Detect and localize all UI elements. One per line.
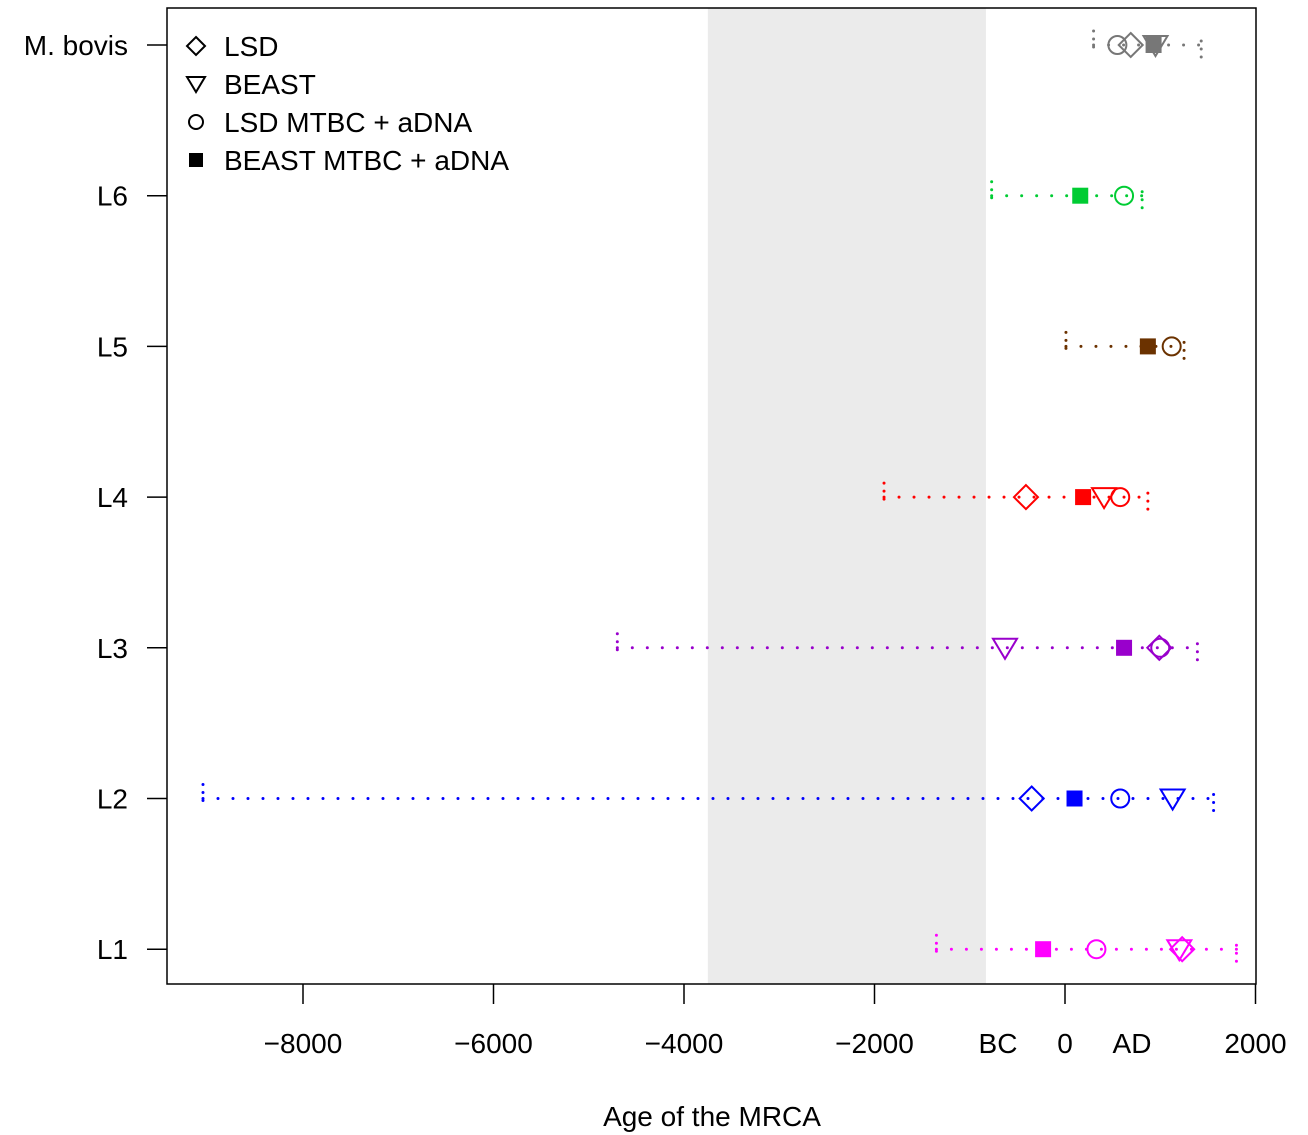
point-beast-l4 [1090,487,1118,511]
legend-symbol [185,76,207,94]
x-tick-label: 0 [1057,1028,1073,1059]
legend-label: LSD MTBC + aDNA [224,107,472,138]
y-tick-label-l6: L6 [97,181,128,212]
point-lsd-adna-l1 [1086,939,1107,960]
legend-label: BEAST MTBC + aDNA [224,145,509,176]
y-tick-label-l5: L5 [97,331,128,362]
y-tick-label-l4: L4 [97,482,128,513]
legend-item-beast: BEAST [185,69,316,100]
point-beast-adna-l5 [1139,338,1156,355]
confidence-interval-layer [201,29,1238,965]
x-axis-label: Age of the MRCA [603,1101,821,1132]
x-tick-label: −6000 [454,1028,533,1059]
points-l3 [991,634,1173,662]
point-beast-l3 [991,637,1019,661]
points-l4 [1012,483,1131,511]
y-tick-label-l1: L1 [97,934,128,965]
point-beast-adna-l3 [1116,639,1133,656]
point-lsd-adna-l6 [1114,185,1135,206]
point-beast-l1 [1165,939,1194,963]
points-l6 [1072,185,1135,206]
point-lsd-l1 [1168,935,1196,963]
legend-label: BEAST [224,69,316,100]
plot-frame [166,7,1257,985]
point-lsd-m-bovis [1117,31,1145,59]
x-tick-label: 2000 [1224,1028,1286,1059]
y-tick-label-l3: L3 [97,633,128,664]
legend-symbol [189,153,203,167]
y-tick-label-l2: L2 [97,784,128,815]
point-beast-adna-l2 [1066,790,1083,807]
point-lsd-adna-m-bovis [1107,35,1128,55]
point-beast-adna-l1 [1035,941,1052,958]
point-beast-l2 [1158,788,1187,812]
point-lsd-adna-l2 [1110,788,1131,809]
point-lsd-adna-l4 [1110,487,1131,508]
point-beast-adna-l6 [1072,187,1089,204]
points-m-bovis [1107,31,1170,59]
x-axis: −8000 −6000 −4000 −2000 0 2000 BC AD [264,984,1287,1059]
era-label-ad: AD [1113,1028,1152,1059]
points-l2 [1018,785,1187,812]
points-l1 [1035,935,1196,963]
marker-layer [991,31,1196,963]
legend: LSD BEAST LSD MTBC + aDNA BEAST MTBC + aDNA [185,31,509,176]
shaded-region [707,8,986,984]
era-label-bc: BC [979,1028,1018,1059]
point-lsd-l2 [1018,785,1046,812]
point-beast-adna-m-bovis [1145,37,1162,53]
x-tick-label: −2000 [835,1028,914,1059]
point-lsd-adna-l3 [1150,637,1171,658]
legend-symbol [188,114,204,130]
legend-item-lsd: LSD [185,31,278,62]
legend-label: LSD [224,31,278,62]
y-axis: M. bovis L6 L5 L4 L3 L2 L1 [24,30,167,965]
shaded-region-layer [707,8,986,984]
legend-item-beast-mtbc-adna: BEAST MTBC + aDNA [189,145,509,176]
point-beast-adna-l4 [1075,489,1092,506]
x-tick-label: −4000 [645,1028,724,1059]
legend-symbol [185,35,207,57]
y-tick-label-m-bovis: M. bovis [24,30,128,61]
point-lsd-l4 [1012,483,1040,511]
points-l5 [1139,336,1182,357]
point-lsd-adna-l5 [1161,336,1182,357]
x-tick-label: −8000 [264,1028,343,1059]
legend-item-lsd-mtbc-adna: LSD MTBC + aDNA [188,107,472,138]
